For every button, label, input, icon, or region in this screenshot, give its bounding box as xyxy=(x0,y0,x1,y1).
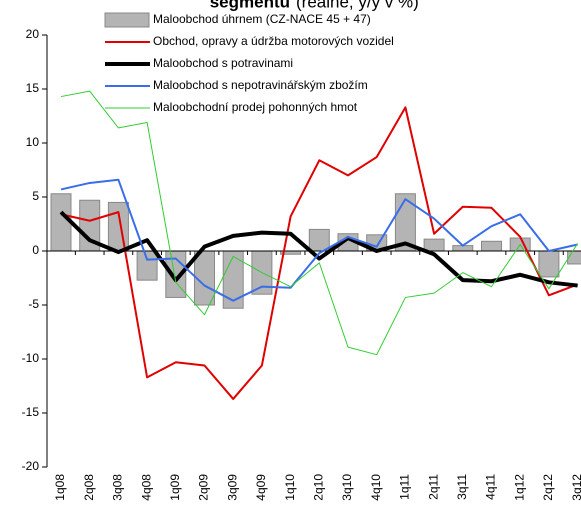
x-tick-label: 2q11 xyxy=(426,474,440,500)
x-tick-label: 3q09 xyxy=(225,474,239,501)
legend-label: Maloobchod s potravinami xyxy=(153,56,293,70)
bar xyxy=(481,240,502,252)
y-tick-label: -5 xyxy=(28,297,39,311)
x-tick-label: 3q08 xyxy=(111,474,125,501)
line xyxy=(60,90,579,356)
bar xyxy=(423,238,445,252)
y-tick-label: 20 xyxy=(26,27,40,41)
x-tick-label: 2q10 xyxy=(311,474,325,501)
x-tick-label: 4q08 xyxy=(139,474,153,501)
x-tick-label: 1q08 xyxy=(53,474,67,501)
legend-label: Maloobchod s nepotravinářským zbožím xyxy=(153,78,368,92)
legend-swatch xyxy=(104,12,150,28)
x-tick-label: 2q09 xyxy=(197,474,211,501)
x-tick-label: 3q11 xyxy=(455,474,469,500)
y-tick-label: -15 xyxy=(22,405,40,419)
y-tick-label: 15 xyxy=(26,81,40,95)
line xyxy=(59,210,578,288)
x-tick-label: 1q12 xyxy=(512,474,526,501)
x-tick-label: 1q10 xyxy=(283,474,297,501)
x-tick-label: 1q11 xyxy=(398,474,412,500)
legend-label: Obchod, opravy a údržba motorových vozid… xyxy=(153,34,394,48)
line xyxy=(60,178,578,302)
x-tick-label: 4q10 xyxy=(369,474,383,501)
y-tick-label: -20 xyxy=(22,459,40,473)
bar xyxy=(136,250,158,281)
legend-label: Maloobchodní prodej pohonných hmot xyxy=(153,100,358,114)
chart-subtitle: (reálně, y/y v %) xyxy=(296,0,419,11)
bar xyxy=(50,193,72,252)
chart-title: segmentu xyxy=(210,0,290,11)
legend-label: Maloobchod úhrnem (CZ-NACE 45 + 47) xyxy=(153,12,371,26)
bar xyxy=(308,228,330,252)
y-tick-label: 0 xyxy=(32,243,39,257)
bar xyxy=(107,201,129,252)
y-tick-label: 10 xyxy=(26,135,40,149)
x-tick-label: 2q12 xyxy=(541,474,555,501)
x-tick-label: 4q09 xyxy=(254,474,268,501)
x-tick-label: 3q10 xyxy=(340,474,354,501)
y-tick-label: 5 xyxy=(32,189,39,203)
y-tick-label: -10 xyxy=(22,351,40,365)
x-tick-label: 4q11 xyxy=(484,474,498,500)
x-tick-label: 3q12 xyxy=(570,474,581,501)
x-tick-label: 2q08 xyxy=(82,474,96,501)
line xyxy=(60,106,578,400)
bar xyxy=(538,250,560,278)
x-tick-label: 1q09 xyxy=(168,474,182,501)
bar xyxy=(567,250,581,265)
